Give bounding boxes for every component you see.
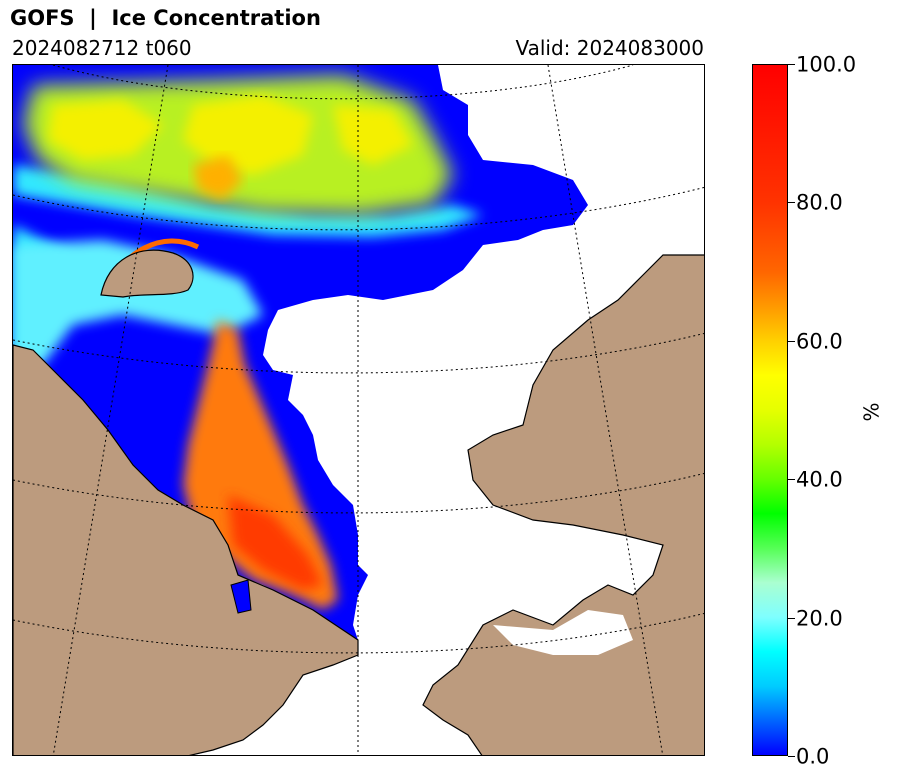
- land-east: [422, 254, 704, 755]
- ice-orange-patch-north: [193, 155, 243, 200]
- parallel-2: [13, 186, 704, 231]
- colorbar-tick-label: 60.0: [796, 329, 843, 354]
- parallel-3: [13, 332, 704, 374]
- colorbar-tick-label: 40.0: [796, 467, 843, 492]
- land-lagoon: [230, 579, 252, 614]
- colorbar-tick: [788, 479, 795, 480]
- parallel-5: [13, 612, 704, 654]
- parallel-1: [52, 65, 634, 100]
- ice-cyan-band: [13, 165, 483, 375]
- land-southeast-cutout: [493, 610, 633, 655]
- ice-yellow-patches: [48, 95, 413, 175]
- colorbar-tick-label: 80.0: [796, 190, 843, 215]
- meridian-3: [547, 65, 664, 755]
- ice-concentration-map: [13, 65, 704, 755]
- map-panel: [12, 64, 705, 756]
- colorbar-tick-label: 100.0: [796, 52, 857, 77]
- colorbar: [752, 64, 788, 756]
- colorbar-tick: [788, 341, 795, 342]
- graticule: [13, 65, 704, 755]
- run-info: 2024082712 t060: [12, 36, 192, 60]
- valid-time: Valid: 2024083000: [515, 36, 704, 60]
- colorbar-tick-label: 20.0: [796, 606, 843, 631]
- land: [13, 249, 704, 755]
- colorbar-tick-label: 0.0: [796, 744, 830, 769]
- land-west-coast: [13, 344, 359, 755]
- colorbar-unit-label: %: [859, 402, 884, 422]
- colorbar-tick: [788, 756, 795, 757]
- colorbar-tick: [788, 64, 795, 65]
- figure-title: GOFS | Ice Concentration: [10, 6, 321, 30]
- ice-cyan-swirl: [13, 240, 263, 365]
- meridian-1: [52, 65, 169, 755]
- colorbar-tick: [788, 202, 795, 203]
- parallel-4: [13, 472, 704, 514]
- colorbar-tick: [788, 618, 795, 619]
- ice-red-core: [228, 495, 323, 590]
- land-island: [100, 249, 194, 298]
